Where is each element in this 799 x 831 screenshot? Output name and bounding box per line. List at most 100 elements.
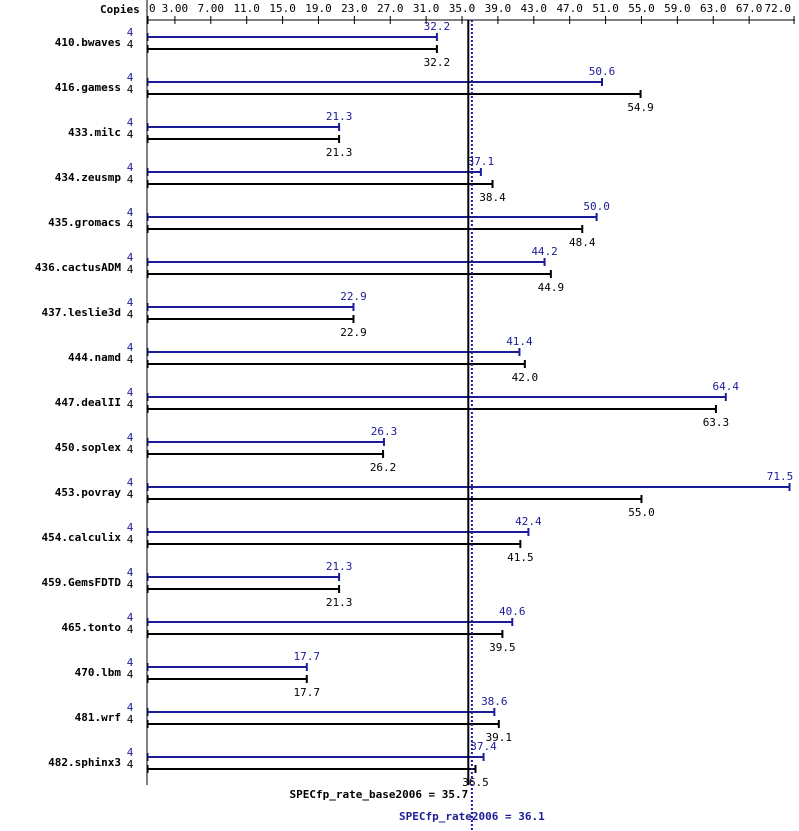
copies-label: 4 — [127, 611, 134, 624]
benchmark-label: 433.milc — [68, 126, 121, 139]
benchmark-label: 453.povray — [55, 486, 122, 499]
copies-label: 4 — [127, 173, 134, 186]
benchmark-label: 481.wrf — [75, 711, 121, 724]
copies-label: 4 — [127, 308, 134, 321]
value-label: 54.9 — [627, 101, 654, 114]
copies-label: 4 — [127, 476, 134, 489]
x-tick-label: 15.0 — [269, 2, 296, 15]
copies-label: 4 — [127, 578, 134, 591]
value-label: 21.3 — [326, 110, 353, 123]
value-label: 44.9 — [538, 281, 565, 294]
x-tick-label: 3.00 — [162, 2, 189, 15]
value-label: 71.5 — [767, 470, 794, 483]
x-tick-label: 31.0 — [413, 2, 440, 15]
copies-label: 4 — [127, 656, 134, 669]
benchmark-label: 459.GemsFDTD — [42, 576, 122, 589]
x-tick-label: 19.0 — [305, 2, 332, 15]
benchmark-label: 454.calculix — [42, 531, 122, 544]
x-tick-label: 55.0 — [628, 2, 655, 15]
value-label: 22.9 — [340, 290, 367, 303]
copies-label: 4 — [127, 116, 134, 129]
value-label: 50.6 — [589, 65, 616, 78]
x-tick-label: 72.0 — [765, 2, 792, 15]
reference-label: SPECfp_rate_base2006 = 35.7 — [289, 788, 468, 801]
value-label: 50.0 — [583, 200, 610, 213]
value-label: 42.4 — [515, 515, 542, 528]
copies-label: 4 — [127, 26, 134, 39]
copies-label: 4 — [127, 713, 134, 726]
x-tick-label: 0 — [149, 2, 156, 15]
value-label: 48.4 — [569, 236, 596, 249]
copies-header: Copies — [100, 3, 140, 16]
benchmark-label: 465.tonto — [61, 621, 121, 634]
value-label: 55.0 — [628, 506, 655, 519]
value-label: 40.6 — [499, 605, 526, 618]
benchmark-label: 444.namd — [68, 351, 121, 364]
copies-label: 4 — [127, 398, 134, 411]
copies-label: 4 — [127, 251, 134, 264]
value-label: 37.1 — [468, 155, 495, 168]
x-tick-label: 63.0 — [700, 2, 727, 15]
copies-label: 4 — [127, 386, 134, 399]
value-label: 17.7 — [294, 686, 321, 699]
value-label: 17.7 — [294, 650, 321, 663]
x-tick-label: 35.0 — [449, 2, 476, 15]
copies-label: 4 — [127, 431, 134, 444]
copies-label: 4 — [127, 488, 134, 501]
benchmark-label: 410.bwaves — [55, 36, 121, 49]
copies-label: 4 — [127, 758, 134, 771]
copies-label: 4 — [127, 341, 134, 354]
x-tick-label: 47.0 — [556, 2, 583, 15]
copies-label: 4 — [127, 218, 134, 231]
value-label: 32.2 — [424, 56, 451, 69]
copies-label: 4 — [127, 668, 134, 681]
copies-label: 4 — [127, 71, 134, 84]
benchmark-label: 434.zeusmp — [55, 171, 122, 184]
benchmark-label: 436.cactusADM — [35, 261, 121, 274]
value-label: 42.0 — [512, 371, 539, 384]
copies-label: 4 — [127, 701, 134, 714]
x-tick-label: 11.0 — [233, 2, 260, 15]
x-tick-label: 67.0 — [736, 2, 763, 15]
copies-label: 4 — [127, 533, 134, 546]
value-label: 21.3 — [326, 146, 353, 159]
copies-label: 4 — [127, 521, 134, 534]
value-label: 44.2 — [531, 245, 558, 258]
value-label: 37.4 — [470, 740, 497, 753]
copies-label: 4 — [127, 83, 134, 96]
copies-label: 4 — [127, 353, 134, 366]
reference-label: SPECfp_rate2006 = 36.1 — [399, 810, 545, 823]
value-label: 26.2 — [370, 461, 397, 474]
value-label: 38.6 — [481, 695, 508, 708]
x-tick-label: 59.0 — [664, 2, 691, 15]
copies-label: 4 — [127, 566, 134, 579]
x-tick-label: 7.00 — [198, 2, 225, 15]
value-label: 22.9 — [340, 326, 367, 339]
benchmark-label: 470.lbm — [75, 666, 122, 679]
value-label: 21.3 — [326, 596, 353, 609]
benchmark-label: 447.dealII — [55, 396, 121, 409]
value-label: 41.5 — [507, 551, 534, 564]
copies-label: 4 — [127, 161, 134, 174]
copies-label: 4 — [127, 206, 134, 219]
x-tick-label: 51.0 — [592, 2, 619, 15]
value-label: 21.3 — [326, 560, 353, 573]
copies-label: 4 — [127, 443, 134, 456]
x-tick-label: 27.0 — [377, 2, 404, 15]
value-label: 26.3 — [371, 425, 398, 438]
copies-label: 4 — [127, 296, 134, 309]
copies-label: 4 — [127, 623, 134, 636]
x-tick-label: 43.0 — [521, 2, 548, 15]
value-label: 41.4 — [506, 335, 533, 348]
benchmark-label: 482.sphinx3 — [48, 756, 121, 769]
x-tick-label: 23.0 — [341, 2, 368, 15]
benchmark-label: 416.gamess — [55, 81, 121, 94]
copies-label: 4 — [127, 38, 134, 51]
value-label: 38.4 — [479, 191, 506, 204]
value-label: 64.4 — [713, 380, 740, 393]
copies-label: 4 — [127, 128, 134, 141]
value-label: 63.3 — [703, 416, 730, 429]
benchmark-label: 437.leslie3d — [42, 306, 121, 319]
